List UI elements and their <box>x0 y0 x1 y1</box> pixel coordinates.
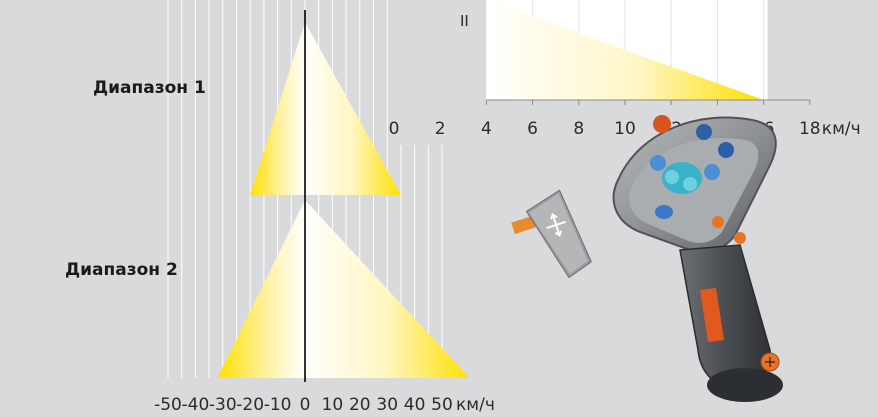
forward-speed-area <box>305 200 470 378</box>
main-tick-label: 50 <box>431 395 453 415</box>
inset-range-area <box>486 0 764 100</box>
main-tick-label: 0 <box>300 395 311 415</box>
main-tick-label: -10 <box>264 395 292 415</box>
inset-tick-label: 4 <box>481 119 492 139</box>
reverse-speed-area <box>250 22 305 195</box>
speed-range-chart: -50 -40 -30 -20 -10 0 10 20 30 40 50 км/ч Диапазон… <box>65 0 495 415</box>
joystick-handle <box>612 115 783 402</box>
main-tick-label: -40 <box>182 395 210 415</box>
joystick-lever-icon <box>511 189 592 279</box>
inset-tick-label: 8 <box>573 119 584 139</box>
main-tick-label: 30 <box>376 395 398 415</box>
main-x-axis-ticks: -50 -40 -30 -20 -10 0 10 20 30 40 50 <box>154 395 453 415</box>
inset-series-label: II <box>460 12 469 30</box>
main-tick-label: -50 <box>154 395 182 415</box>
main-tick-label: 20 <box>349 395 371 415</box>
inset-tick-label: 18 <box>799 119 821 139</box>
main-tick-label: 40 <box>404 395 426 415</box>
range-2-label: Диапазон 2 <box>65 260 178 280</box>
inset-tick-label: 6 <box>527 119 538 139</box>
forward-speed-area <box>305 22 401 195</box>
inset-tick-label: 0 <box>389 119 400 139</box>
range-1-label: Диапазон 1 <box>93 78 206 98</box>
main-tick-label: 10 <box>322 395 344 415</box>
inset-x-axis-unit: км/ч <box>822 119 861 139</box>
inset-tick-label: 10 <box>614 119 636 139</box>
main-tick-label: -30 <box>209 395 237 415</box>
main-tick-label: -20 <box>236 395 264 415</box>
reverse-speed-area <box>217 200 305 378</box>
main-chart-areas <box>217 22 470 378</box>
inset-tick-label: 2 <box>435 119 446 139</box>
inset-speed-chart: 024681012141618 км/ч II <box>389 0 861 145</box>
main-x-axis-unit: км/ч <box>456 395 495 415</box>
